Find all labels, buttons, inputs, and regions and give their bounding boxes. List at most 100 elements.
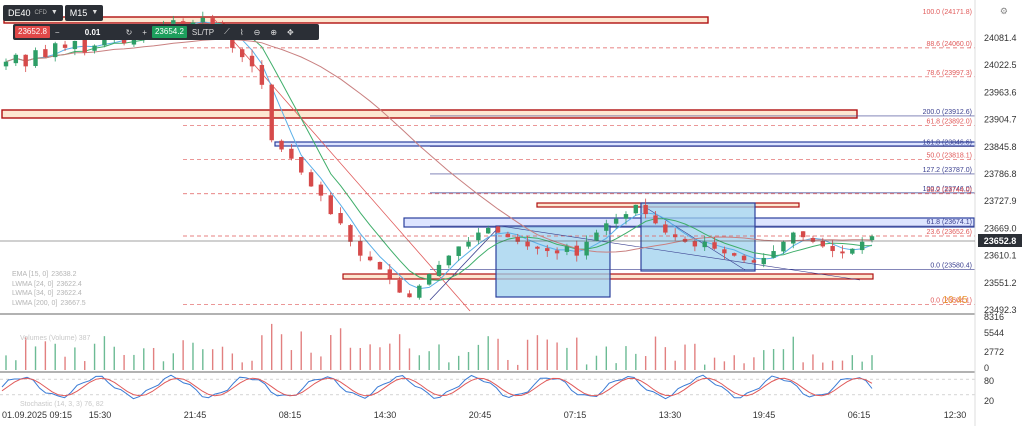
volume-bar (44, 341, 47, 370)
timeframe-selector[interactable]: M15 ▼ (64, 5, 104, 21)
stoch-tick: 20 (984, 396, 994, 406)
legend-item[interactable]: LWMA [24, 0] 23622.4 (12, 280, 82, 288)
time-tick: 19:45 (753, 410, 776, 420)
move-icon[interactable]: ✥ (287, 27, 294, 37)
volume-bar (143, 348, 145, 370)
candle-body (663, 224, 668, 233)
volume-bar (448, 362, 450, 370)
increase-quantity-button[interactable]: + (142, 27, 147, 37)
candle-body (417, 285, 422, 298)
candle-body (505, 233, 511, 238)
decrease-quantity-button[interactable]: − (54, 27, 60, 37)
symbol-selector[interactable]: DE40 CFD ▼ (3, 5, 63, 21)
volume-bar (831, 360, 834, 370)
candle-body (289, 148, 294, 159)
zoom-in-icon[interactable]: ⊕ (270, 27, 278, 37)
volume-bar (103, 336, 106, 370)
volume-bar (822, 362, 824, 370)
candle-body (43, 49, 48, 58)
candle-body (338, 213, 343, 224)
time-tick: 12:30 (944, 410, 967, 420)
volume-bar (84, 361, 86, 370)
drawing-objects[interactable] (1, 16, 976, 298)
candle-body (850, 248, 855, 254)
candle-body (239, 49, 245, 58)
volume-bar (34, 346, 37, 370)
resistance-zone-mid[interactable] (1, 109, 858, 119)
candle-body (702, 241, 707, 248)
candle-body (682, 238, 688, 242)
volume-bar (261, 335, 263, 370)
sltp-button[interactable]: SL/TP (191, 27, 215, 37)
candle-body (564, 246, 570, 252)
volume-bar (772, 349, 775, 370)
candle-body (495, 226, 501, 233)
trend-tool-icon[interactable]: ⟋ (224, 27, 230, 36)
fib-label: 50.0 (23818.1) (926, 153, 972, 160)
buy-button[interactable]: 23654.2 (151, 26, 187, 38)
volume-bar (763, 350, 765, 370)
blue-zone-top[interactable] (274, 141, 976, 147)
volume-bar (133, 354, 135, 370)
volume-bar (172, 353, 174, 370)
volume-bar (674, 360, 676, 370)
volume-bar (625, 346, 627, 370)
candle-body (328, 195, 333, 215)
volume-bar (64, 356, 66, 370)
time-tick: 20:45 (469, 410, 492, 420)
resistance-zone-top[interactable] (3, 16, 709, 24)
timeframe-label: M15 (69, 8, 88, 18)
quantity-field[interactable]: 0.01 (84, 27, 101, 37)
candle-body (23, 54, 28, 67)
candle-body (791, 232, 796, 244)
candle-body (171, 20, 176, 24)
fib-top-label: 100.0 (24171.8) (923, 9, 972, 16)
time-tick: 21:45 (184, 410, 207, 420)
settings-icon[interactable]: ⚙ (999, 6, 1008, 16)
volume-bar (418, 355, 421, 370)
sell-button[interactable]: 23652.8 (15, 26, 50, 38)
time-axis[interactable]: 01.09.2025 09:15 15:30 21:45 08:15 14:30 20:4… (2, 410, 966, 420)
box-zone-2[interactable] (640, 202, 756, 272)
refresh-icon[interactable]: ↻ (125, 27, 133, 37)
stoch-k-line (1, 374, 873, 400)
candle-body (62, 44, 68, 48)
volume-bar (300, 331, 302, 370)
price-tick: 23610.1 (984, 251, 1017, 261)
volume-bar (349, 347, 352, 370)
price-tick: 23492.3 (984, 305, 1017, 315)
candle-body (594, 232, 599, 241)
volume-bar (290, 350, 293, 370)
time-tick: 01.09.2025 09:15 (2, 410, 72, 420)
legend-item[interactable]: LWMA [34, 0] 23622.4 (12, 290, 82, 297)
box-zone-1[interactable] (495, 225, 611, 298)
candle-body (692, 241, 698, 247)
volume-bar (359, 347, 361, 370)
legend-item[interactable]: LWMA [200, 0] 23667.5 (12, 299, 86, 307)
volume-bar (320, 356, 322, 370)
candle-body (200, 17, 206, 22)
indicator-icon[interactable]: ⌇ (239, 27, 244, 37)
indicator-legend: EMA [15, 0] 23638.2 LWMA [24, 0] 23622.4 L… (12, 270, 86, 308)
volume-tick: 2772 (984, 347, 1004, 357)
volume-bar (113, 346, 115, 370)
volume-tick: 8316 (984, 312, 1004, 322)
zoom-out-icon[interactable]: ⊖ (253, 27, 261, 37)
volume-tick: 5544 (984, 328, 1004, 338)
volume-bar (497, 338, 499, 370)
price-axis[interactable]: 24081.4 24022.5 23963.6 23904.7 23845.8 23786… (984, 33, 1017, 315)
price-tick: 23727.9 (984, 196, 1017, 206)
fib-label: 161.8 (23846.6) (923, 139, 972, 146)
legend-item[interactable]: EMA [15, 0] 23638.2 (12, 271, 77, 278)
fib-label: 0.0 (23504.1) (930, 298, 972, 305)
price-tick: 23904.7 (984, 115, 1017, 125)
volume-bar (310, 352, 312, 370)
volume-bar (5, 355, 7, 370)
chevron-down-icon: ▼ (91, 9, 99, 16)
volume-bar (635, 353, 637, 370)
volume-bar (369, 344, 371, 370)
candle-body (672, 234, 678, 238)
candle-body (732, 253, 737, 256)
one-click-trading-panel: 23652.8 − 0.01 ↻ + 23654.2 SL/TP ⟋ ⌇ ⊖ ⊕… (13, 24, 319, 40)
